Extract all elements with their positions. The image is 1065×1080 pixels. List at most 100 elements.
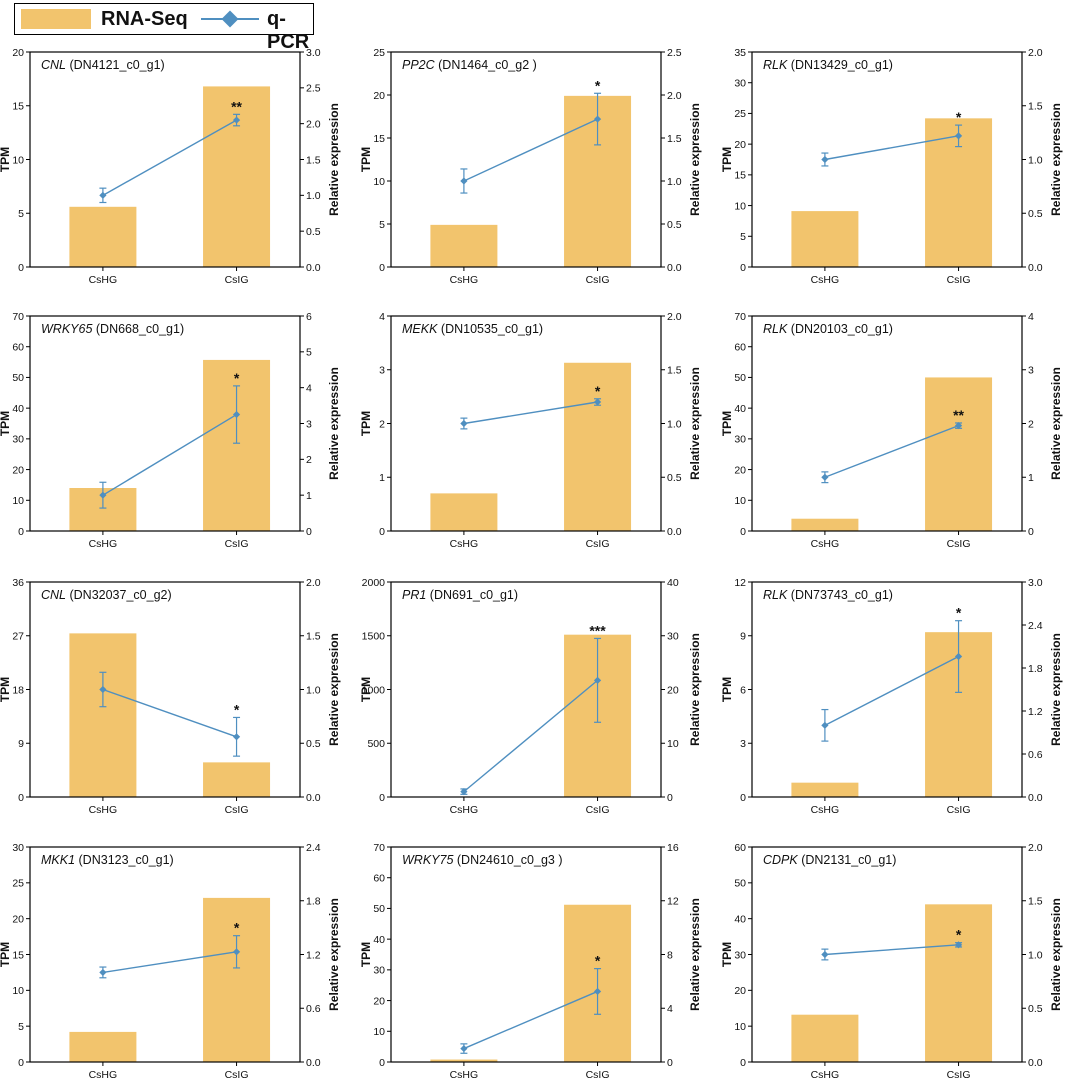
y-tick-label: 18 (12, 684, 24, 696)
qpcr-point-cshg (99, 191, 107, 199)
x-tick-label: CsIG (225, 1069, 249, 1080)
y2-tick-label: 2.0 (306, 577, 321, 589)
y-tick-label: 3 (379, 365, 385, 377)
y2-tick-label: 0.5 (306, 738, 321, 750)
x-tick-label: CsIG (586, 538, 610, 550)
y-tick-label: 0 (18, 792, 24, 804)
y-tick-label: 10 (734, 495, 746, 507)
x-tick-label: CsHG (811, 538, 840, 550)
y2-tick-label: 3 (306, 418, 312, 430)
significance-label: * (956, 109, 962, 125)
y2-tick-label: 16 (667, 842, 679, 854)
y2-tick-label: 1.2 (306, 949, 321, 961)
y-tick-label: 50 (734, 878, 746, 890)
y2-tick-label: 1.0 (306, 190, 321, 202)
qpcr-point-cshg (460, 419, 468, 428)
y2-tick-label: 0.5 (1028, 208, 1043, 220)
y2-tick-label: 0.0 (1028, 262, 1043, 274)
y-tick-label: 10 (734, 1021, 746, 1033)
panel-title: RLK (DN73743_c0_g1) (763, 588, 893, 602)
qpcr-point-cshg (99, 968, 107, 977)
qpcr-line (102, 688, 237, 738)
y-tick-label: 0 (379, 1057, 385, 1069)
y-axis-title: TPM (0, 942, 12, 967)
y-tick-label: 25 (373, 47, 385, 59)
significance-label: * (956, 605, 962, 621)
y-tick-label: 10 (12, 495, 24, 507)
panel-title: RLK (DN20103_c0_g1) (763, 322, 893, 336)
y-tick-label: 0 (740, 262, 746, 274)
y-tick-label: 30 (12, 842, 24, 854)
y2-tick-label: 1.5 (1028, 896, 1043, 908)
y-tick-label: 40 (373, 934, 385, 946)
y-tick-label: 10 (734, 200, 746, 212)
y-tick-label: 9 (740, 631, 746, 643)
y2-tick-label: 2 (306, 454, 312, 466)
y-tick-label: 30 (12, 434, 24, 446)
legend-line-swatch (201, 10, 259, 28)
y-tick-label: 60 (734, 842, 746, 854)
y-tick-label: 40 (734, 913, 746, 925)
panel-title: MEKK (DN10535_c0_g1) (402, 322, 543, 336)
y-tick-label: 50 (12, 372, 24, 384)
chart-panel-11: * 0 10 20 30 40 50 60 70 0 4 8 12 16 CsHG CsIG TPM Relati… (359, 842, 702, 1080)
y2-tick-label: 1.5 (667, 133, 682, 145)
y-tick-label: 50 (734, 372, 746, 384)
qpcr-line (463, 990, 598, 1050)
y2-axis-title: Relative expression (327, 103, 341, 216)
y2-axis-title: Relative expression (1049, 367, 1063, 480)
bar-cshg (69, 1031, 137, 1062)
y-tick-label: 20 (734, 985, 746, 997)
y-tick-label: 15 (734, 170, 746, 182)
x-tick-label: CsIG (947, 804, 971, 816)
chart-panel-5: * 0 1 2 3 4 0.0 0.5 1.0 1.5 2.0 CsHG CsIG TPM Relative… (359, 311, 702, 550)
x-tick-label: CsIG (225, 274, 249, 286)
y2-tick-label: 1 (1028, 472, 1034, 484)
bar-csig (925, 377, 993, 531)
y2-tick-label: 20 (667, 684, 679, 696)
y-tick-label: 20 (12, 464, 24, 476)
panel-title: PP2C (DN1464_c0_g2 ) (402, 58, 537, 72)
chart-panel-10: * 0 5 10 15 20 25 30 0.0 0.6 1.2 1.8 2.4 CsHG CsIG TPM R… (0, 842, 341, 1080)
qpcr-point-csig (232, 733, 241, 741)
y-axis-title: TPM (720, 411, 734, 436)
chart-panel-1: ** 0 5 10 15 20 0.0 0.5 1.0 1.5 2.0 2.5 3.0 CsHG CsIG T… (0, 47, 341, 286)
y2-tick-label: 5 (306, 347, 312, 359)
y-tick-label: 9 (18, 738, 24, 750)
panel-title: CDPK (DN2131_c0_g1) (763, 853, 896, 867)
y-tick-label: 30 (734, 78, 746, 90)
y-tick-label: 0 (379, 526, 385, 538)
x-tick-label: CsIG (225, 538, 249, 550)
chart-panel-12: * 0 10 20 30 40 50 60 0.0 0.5 1.0 1.5 2.0 CsHG CsIG TPM… (720, 842, 1063, 1080)
y2-tick-label: 0 (667, 1057, 673, 1069)
y2-axis-title: Relative expression (688, 898, 702, 1011)
y2-tick-label: 0.6 (1028, 749, 1043, 761)
significance-label: ** (953, 407, 964, 423)
y2-tick-label: 3 (1028, 365, 1034, 377)
y2-tick-label: 1.0 (667, 176, 682, 188)
y-tick-label: 3 (740, 738, 746, 750)
bar-csig (203, 762, 271, 797)
y-axis-title: TPM (0, 677, 12, 702)
y-tick-label: 60 (373, 873, 385, 885)
y-tick-label: 0 (740, 792, 746, 804)
y-tick-label: 25 (734, 108, 746, 120)
y-tick-label: 5 (18, 1021, 24, 1033)
x-tick-label: CsHG (811, 274, 840, 286)
y2-tick-label: 0.0 (667, 526, 682, 538)
y2-tick-label: 8 (667, 949, 673, 961)
y2-tick-label: 2.0 (1028, 842, 1043, 854)
bar-cshg (430, 224, 498, 267)
y-tick-label: 27 (12, 631, 24, 643)
y-tick-label: 15 (12, 949, 24, 961)
panel-title: CNL (DN4121_c0_g1) (41, 58, 165, 72)
legend-line-label: q-PCR (267, 8, 310, 53)
qpcr-point-csig (954, 652, 963, 661)
y-tick-label: 70 (734, 311, 746, 323)
y2-tick-label: 0.5 (667, 219, 682, 231)
qpcr-point-csig (232, 410, 241, 419)
y-tick-label: 20 (12, 913, 24, 925)
significance-label: * (595, 383, 601, 399)
significance-label: * (595, 77, 601, 93)
y2-tick-label: 3.0 (306, 47, 321, 59)
